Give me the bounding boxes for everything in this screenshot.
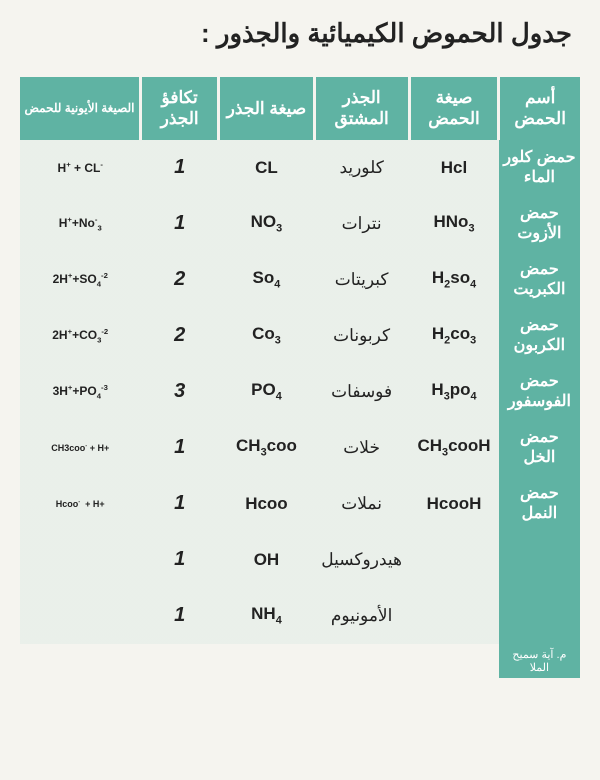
cell-acid-name: حمض كلور الماء <box>499 140 580 196</box>
table-row: حمض النملHcooHنملاتHcoo1Hcoo- + H+ <box>20 476 580 532</box>
empty-cell <box>219 644 314 678</box>
table-row: حمض الكبريتH2so4كبريتاتSo422H++SO4-2 <box>20 252 580 308</box>
cell-ionic-formula: 3H++PO4-3 <box>20 364 140 420</box>
cell-valence: 1 <box>140 588 218 644</box>
cell-acid-formula: H2so4 <box>409 252 499 308</box>
table-row: هيدروكسيلOH1 <box>20 532 580 588</box>
cell-radical-name: الأمونيوم <box>314 588 409 644</box>
cell-acid-formula: H2co3 <box>409 308 499 364</box>
cell-acid-name <box>499 588 580 644</box>
cell-radical-name: كلوريد <box>314 140 409 196</box>
cell-valence: 1 <box>140 476 218 532</box>
cell-valence: 1 <box>140 140 218 196</box>
col-valence: تكافؤ الجذر <box>140 77 218 140</box>
cell-acid-name: حمض الفوسفور <box>499 364 580 420</box>
cell-radical-name: خلات <box>314 420 409 476</box>
cell-acid-formula: HNo3 <box>409 196 499 252</box>
cell-radical-name: هيدروكسيل <box>314 532 409 588</box>
table-row: حمض الفوسفورH3po4فوسفاتPO433H++PO4-3 <box>20 364 580 420</box>
col-formula: صيغة الحمض <box>409 77 499 140</box>
cell-valence: 2 <box>140 252 218 308</box>
cell-radical-name: نملات <box>314 476 409 532</box>
cell-radical-formula: NO3 <box>219 196 314 252</box>
col-ionic: الصيغة الأيونية للحمض <box>20 77 140 140</box>
page-title: جدول الحموض الكيميائية والجذور : <box>20 18 580 49</box>
cell-radical-name: فوسفات <box>314 364 409 420</box>
cell-acid-formula: H3po4 <box>409 364 499 420</box>
cell-acid-formula: HcooH <box>409 476 499 532</box>
cell-ionic-formula: CH3coo- + H+ <box>20 420 140 476</box>
col-radical-form: صيغة الجذر <box>219 77 314 140</box>
table-header-row: أسم الحمض صيغة الحمض الجذر المشتق صيغة ا… <box>20 77 580 140</box>
empty-cell <box>314 644 409 678</box>
cell-valence: 3 <box>140 364 218 420</box>
col-radical-name: الجذر المشتق <box>314 77 409 140</box>
cell-radical-formula: NH4 <box>219 588 314 644</box>
table-row: حمض الكربونH2co3كربوناتCo322H++CO3-2 <box>20 308 580 364</box>
cell-valence: 2 <box>140 308 218 364</box>
cell-acid-name: حمض الكبريت <box>499 252 580 308</box>
table-row: حمض الخلCH3cooHخلاتCH3coo1CH3coo- + H+ <box>20 420 580 476</box>
acids-table: أسم الحمض صيغة الحمض الجذر المشتق صيغة ا… <box>20 77 580 678</box>
cell-ionic-formula: H++No-3 <box>20 196 140 252</box>
cell-acid-formula: Hcl <box>409 140 499 196</box>
table-row: حمض الأزوتHNo3نتراتNO31H++No-3 <box>20 196 580 252</box>
cell-radical-name: نترات <box>314 196 409 252</box>
cell-radical-name: كربونات <box>314 308 409 364</box>
cell-radical-formula: So4 <box>219 252 314 308</box>
col-name: أسم الحمض <box>499 77 580 140</box>
cell-acid-name: حمض الأزوت <box>499 196 580 252</box>
cell-acid-name: حمض الكربون <box>499 308 580 364</box>
cell-ionic-formula <box>20 588 140 644</box>
cell-acid-formula <box>409 532 499 588</box>
credit-cell: م. آية سميح الملا <box>499 644 580 678</box>
cell-valence: 1 <box>140 420 218 476</box>
empty-cell <box>140 644 218 678</box>
cell-acid-formula: CH3cooH <box>409 420 499 476</box>
cell-acid-name: حمض النمل <box>499 476 580 532</box>
cell-radical-formula: CH3coo <box>219 420 314 476</box>
empty-cell <box>20 644 140 678</box>
cell-acid-name <box>499 532 580 588</box>
table-body: حمض كلور الماءHclكلوريدCL1H+ + CL-حمض ال… <box>20 140 580 678</box>
cell-ionic-formula <box>20 532 140 588</box>
cell-ionic-formula: Hcoo- + H+ <box>20 476 140 532</box>
credit-row: م. آية سميح الملا <box>20 644 580 678</box>
cell-radical-name: كبريتات <box>314 252 409 308</box>
cell-acid-formula <box>409 588 499 644</box>
table-row: حمض كلور الماءHclكلوريدCL1H+ + CL- <box>20 140 580 196</box>
cell-radical-formula: CL <box>219 140 314 196</box>
cell-radical-formula: Co3 <box>219 308 314 364</box>
empty-cell <box>409 644 499 678</box>
cell-ionic-formula: 2H++SO4-2 <box>20 252 140 308</box>
cell-radical-formula: OH <box>219 532 314 588</box>
cell-ionic-formula: 2H++CO3-2 <box>20 308 140 364</box>
cell-radical-formula: Hcoo <box>219 476 314 532</box>
cell-valence: 1 <box>140 196 218 252</box>
cell-acid-name: حمض الخل <box>499 420 580 476</box>
cell-radical-formula: PO4 <box>219 364 314 420</box>
cell-valence: 1 <box>140 532 218 588</box>
page-container: جدول الحموض الكيميائية والجذور : أسم الح… <box>0 0 600 688</box>
cell-ionic-formula: H+ + CL- <box>20 140 140 196</box>
table-row: الأمونيومNH41 <box>20 588 580 644</box>
